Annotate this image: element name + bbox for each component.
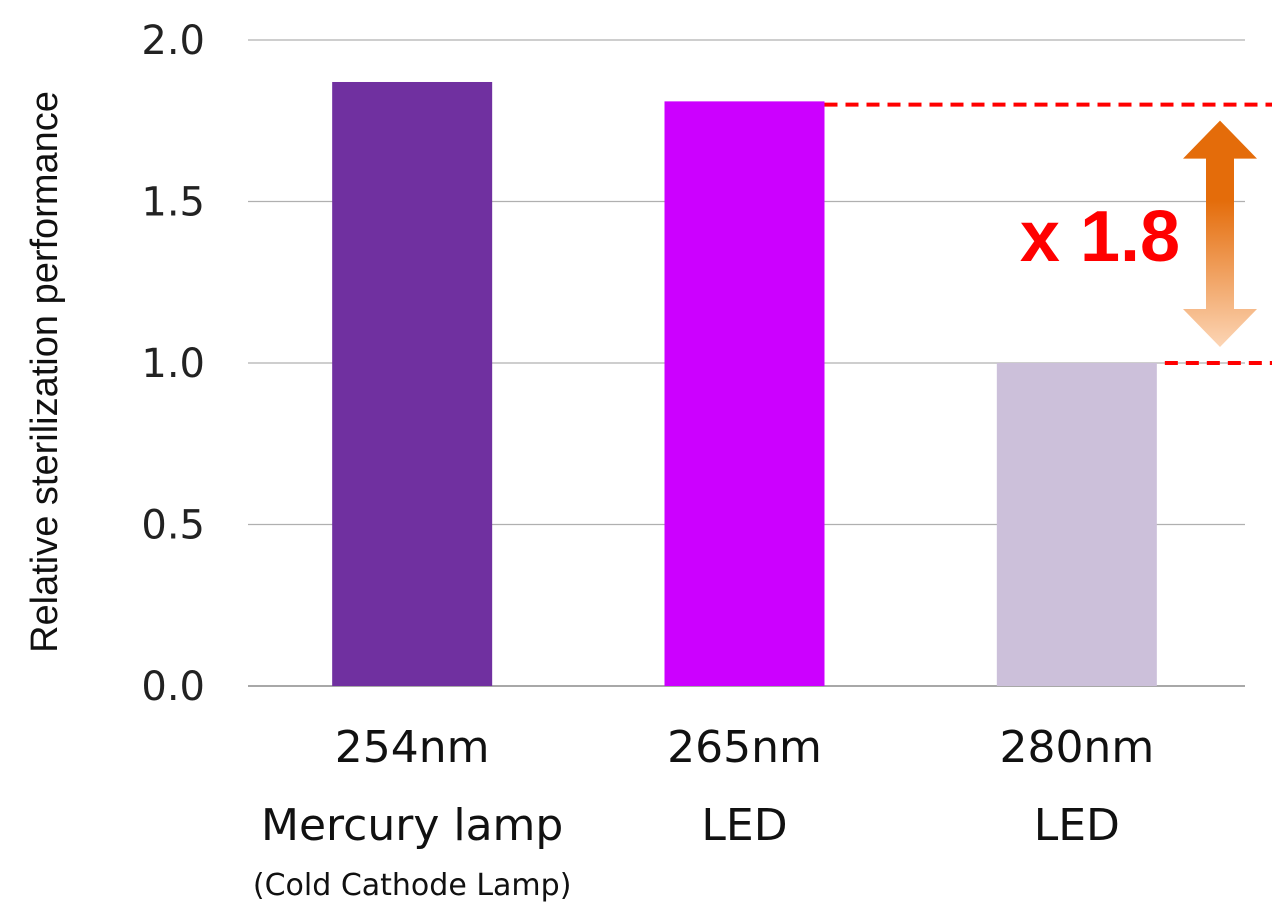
- y-tick-label: 2.0: [141, 18, 205, 64]
- category-label: 254nm: [335, 722, 490, 773]
- category-sublabel: Mercury lamp: [261, 800, 563, 851]
- y-tick-labels: 0.0 0.5 1.0 1.5 2.0: [141, 18, 205, 710]
- annotation: x 1.8: [824, 102, 1272, 365]
- ratio-annotation: x 1.8: [1020, 197, 1180, 277]
- category-sublabel: LED: [701, 800, 787, 851]
- y-tick-label: 1.5: [141, 180, 205, 226]
- y-tick-label: 0.0: [141, 664, 205, 710]
- y-axis-label: Relative sterilization performance: [24, 91, 66, 653]
- bar: [332, 81, 493, 687]
- category-sublabel: LED: [1034, 800, 1120, 851]
- bar: [664, 101, 825, 687]
- y-tick-label: 0.5: [141, 503, 205, 549]
- y-tick-label: 1.0: [141, 341, 205, 387]
- category-label: 265nm: [667, 722, 822, 773]
- category-labels: 254nm Mercury lamp (Cold Cathode Lamp) 265n…: [253, 722, 1154, 903]
- category-label: 280nm: [999, 722, 1154, 773]
- category-note: (Cold Cathode Lamp): [253, 868, 572, 903]
- bars: [332, 81, 1157, 687]
- double-arrow-icon: [1183, 120, 1257, 347]
- bar: [996, 363, 1157, 686]
